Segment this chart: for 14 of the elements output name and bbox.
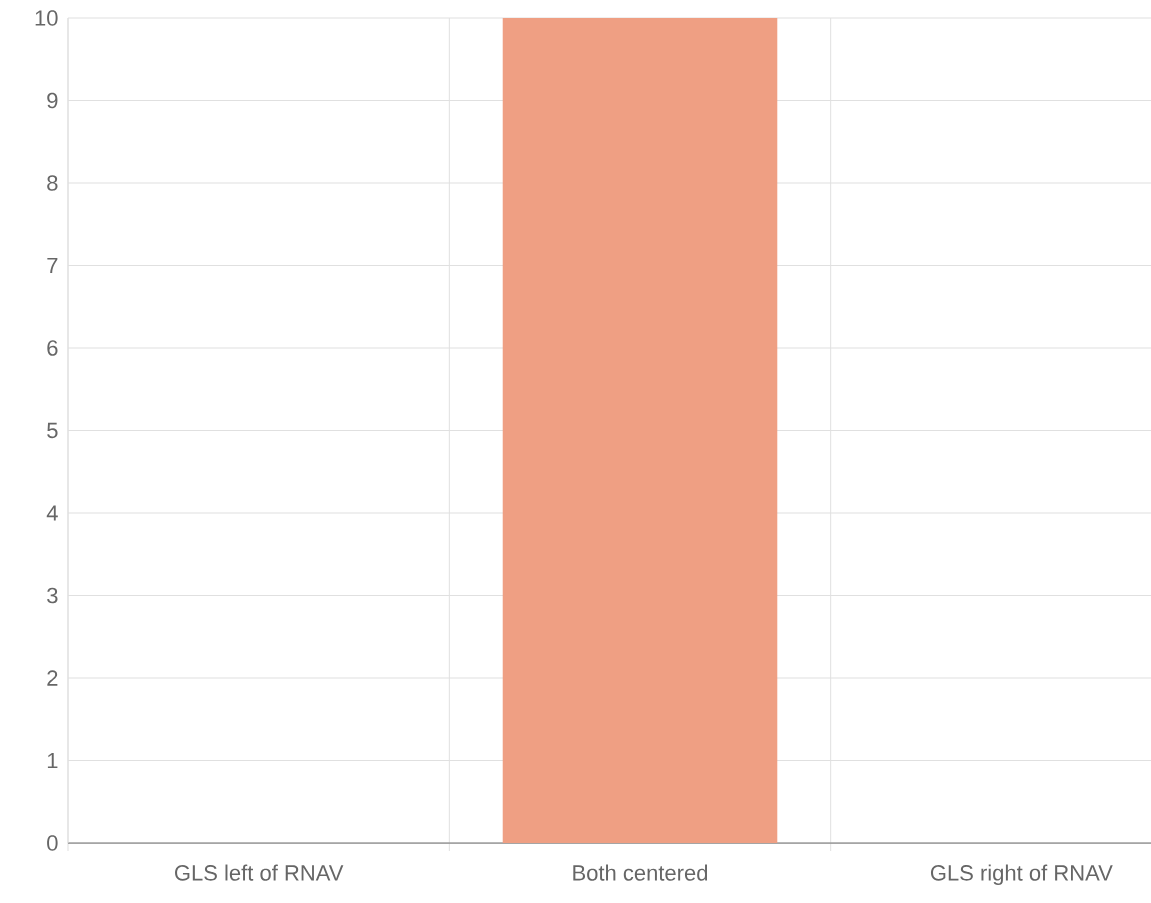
y-tick-label: 2 [47,670,58,686]
y-tick-label: 7 [47,257,58,274]
y-tick-label: 10 [35,10,58,26]
x-tick-label: GLS left of RNAV [175,864,344,881]
y-tick-label: 4 [46,505,58,521]
y-tick-label: 9 [47,92,58,109]
y-tick-label: 8 [47,175,58,191]
y-tick-label: 6 [47,340,58,356]
x-tick-label: GLS right of RNAV [930,864,1113,886]
y-tick-label: 5 [47,422,58,439]
y-tick-label: 3 [47,587,58,604]
x-tick-label: Both centered [573,864,708,881]
y-tick-label: 0 [47,835,58,851]
y-tick-label: 1 [47,752,58,769]
